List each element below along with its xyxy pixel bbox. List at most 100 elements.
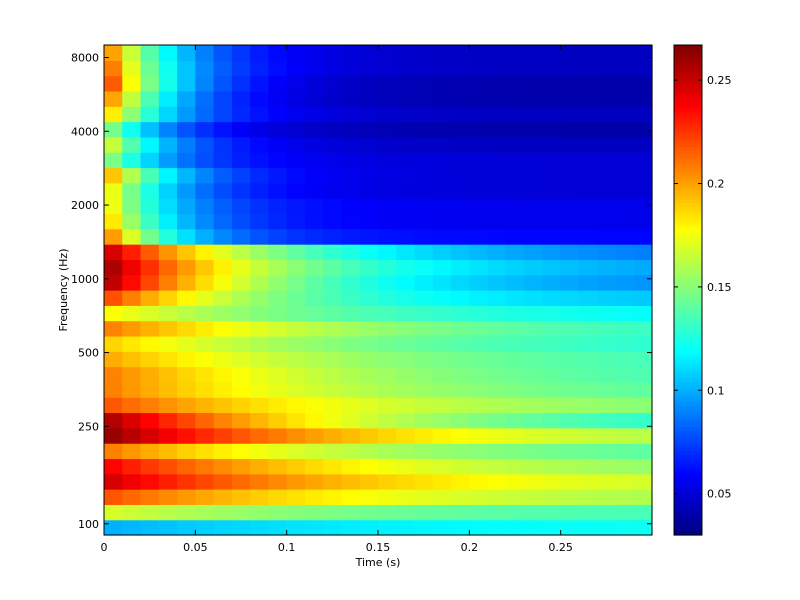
heatmap-cell — [505, 504, 525, 521]
heatmap-cell — [231, 458, 251, 475]
heatmap-cell — [615, 504, 635, 521]
heatmap-cell — [122, 274, 142, 291]
heatmap-cell — [414, 397, 434, 414]
heatmap-cell — [304, 167, 324, 184]
colorbar-segment — [674, 353, 702, 358]
heatmap-cell — [432, 121, 452, 138]
heatmap-cell — [195, 90, 215, 107]
heatmap-cell — [177, 443, 196, 460]
heatmap-cell — [560, 290, 580, 306]
colorbar-segment — [674, 216, 702, 221]
heatmap-cell — [542, 274, 562, 291]
heatmap-cell — [396, 136, 416, 153]
heatmap-cell — [268, 213, 288, 230]
heatmap-cell — [140, 75, 160, 92]
colorbar-segment — [674, 468, 702, 473]
heatmap-cell — [560, 228, 580, 245]
colorbar-segment — [674, 433, 702, 438]
heatmap-cell — [213, 320, 233, 337]
heatmap-cell — [378, 45, 397, 61]
heatmap-cell — [304, 335, 324, 352]
heatmap-cell — [286, 60, 306, 77]
heatmap-cell — [286, 458, 306, 475]
heatmap-cell — [378, 198, 397, 215]
heatmap-cell — [578, 60, 598, 77]
heatmap-cell — [323, 182, 343, 199]
heatmap-cell — [250, 320, 269, 337]
heatmap-cell — [177, 473, 196, 490]
heatmap-cell — [122, 167, 142, 184]
colorbar-segment — [674, 269, 702, 274]
colorbar-segment — [674, 419, 702, 424]
colorbar-segment — [674, 475, 702, 480]
heatmap-cell — [615, 443, 635, 460]
heatmap-cell — [560, 504, 580, 521]
heatmap-cell — [231, 427, 251, 444]
heatmap-cell — [341, 136, 361, 153]
heatmap-cell — [542, 320, 562, 337]
heatmap-cell — [432, 182, 452, 199]
heatmap-cell — [104, 305, 123, 322]
colorbar-segment — [674, 377, 702, 382]
heatmap-cell — [341, 381, 361, 398]
heatmap-cell — [158, 320, 178, 337]
colorbar-segment — [674, 157, 702, 162]
heatmap-cell — [213, 519, 233, 536]
heatmap-cell — [469, 228, 489, 245]
heatmap-cell — [597, 458, 617, 475]
heatmap-cell — [414, 381, 434, 398]
heatmap-cell — [560, 443, 580, 460]
heatmap-cell — [268, 152, 288, 169]
colorbar-gradient — [674, 45, 702, 536]
heatmap-cell — [268, 473, 288, 490]
heatmap-cell — [469, 182, 489, 199]
heatmap-cell — [432, 228, 452, 245]
heatmap-cell — [195, 381, 215, 398]
heatmap-cell — [560, 90, 580, 107]
heatmap-cell — [213, 106, 233, 123]
heatmap-cell — [286, 259, 306, 276]
heatmap-cell — [597, 90, 617, 107]
heatmap-cell — [396, 259, 416, 276]
heatmap-cell — [268, 198, 288, 215]
heatmap-cell — [286, 90, 306, 107]
heatmap-cell — [414, 121, 434, 138]
heatmap-cell — [104, 121, 123, 138]
heatmap-cell — [231, 274, 251, 291]
heatmap-cell — [578, 198, 598, 215]
heatmap-cell — [341, 290, 361, 306]
heatmap-cell — [396, 427, 416, 444]
heatmap-cell — [615, 106, 635, 123]
colorbar-segment — [674, 55, 702, 60]
colorbar-segment — [674, 360, 702, 365]
y-tick-label: 500 — [78, 347, 99, 360]
heatmap-cell — [396, 290, 416, 306]
colorbar-segment — [674, 76, 702, 81]
heatmap-cell — [396, 90, 416, 107]
heatmap-cell — [359, 136, 379, 153]
heatmap-cell — [524, 519, 543, 536]
heatmap-cell — [560, 427, 580, 444]
heatmap-cell — [323, 458, 343, 475]
heatmap-cell — [122, 381, 142, 398]
y-tick-label: 4000 — [71, 125, 99, 138]
heatmap-cell — [505, 228, 525, 245]
colorbar-segment — [674, 521, 702, 526]
heatmap-cell — [304, 305, 324, 322]
heatmap-cell — [140, 182, 160, 199]
heatmap-cell — [250, 290, 269, 306]
heatmap-cell — [341, 504, 361, 521]
heatmap-cell — [213, 489, 233, 505]
heatmap-cell — [304, 290, 324, 306]
heatmap-cell — [177, 244, 196, 260]
heatmap-cell — [122, 182, 142, 199]
heatmap-cell — [140, 489, 160, 505]
colorbar-segment — [674, 342, 702, 347]
heatmap-cell — [122, 412, 142, 429]
heatmap-cell — [578, 45, 598, 61]
heatmap-cell — [177, 60, 196, 77]
heatmap-cell — [195, 75, 215, 92]
heatmap-cell — [414, 60, 434, 77]
heatmap-cell — [177, 290, 196, 306]
heatmap-cell — [378, 320, 397, 337]
